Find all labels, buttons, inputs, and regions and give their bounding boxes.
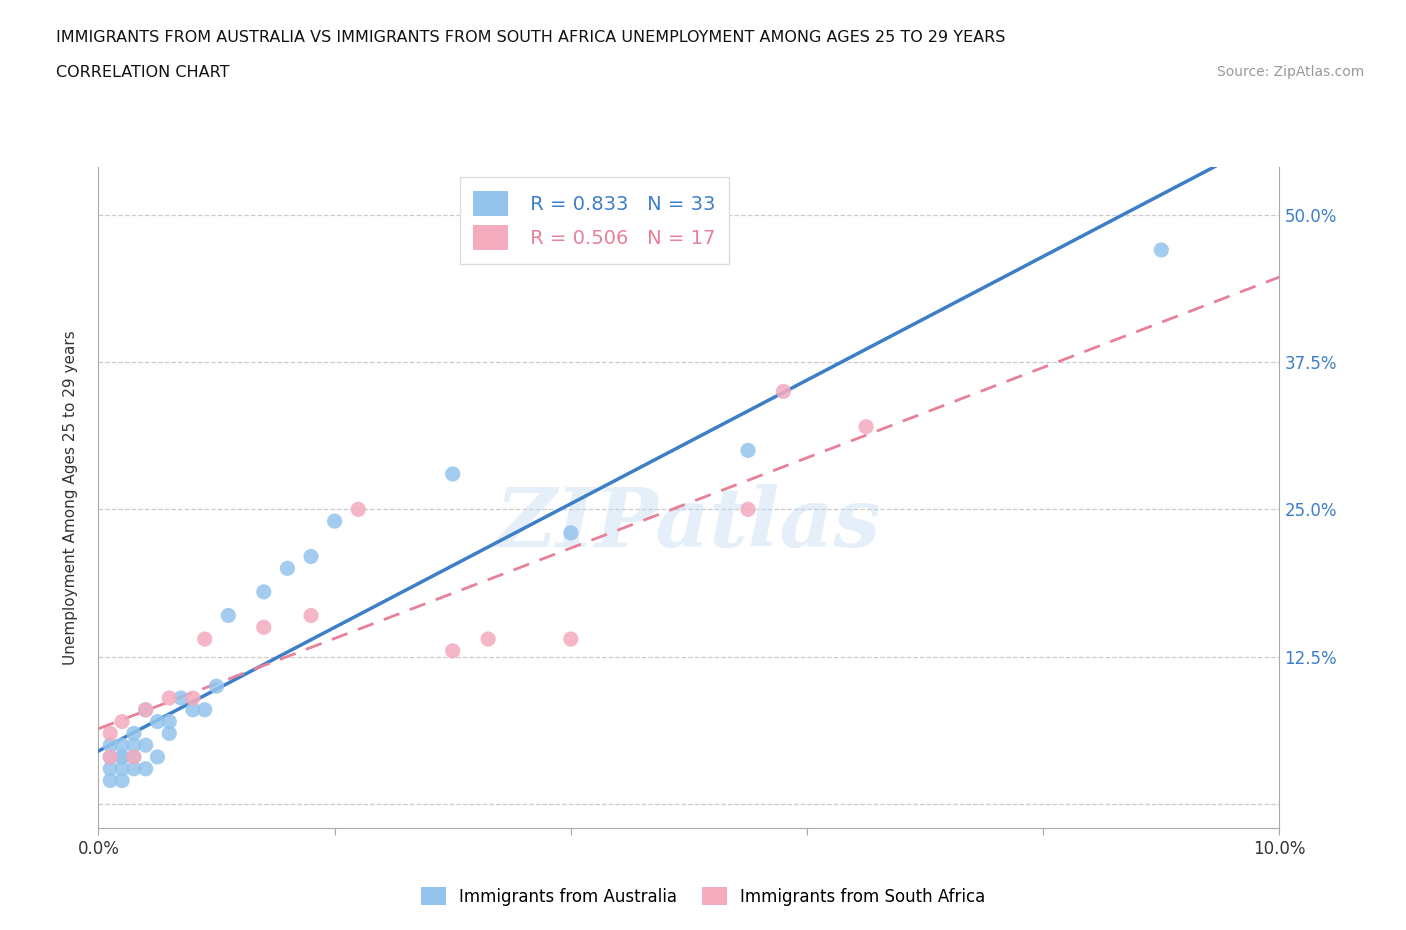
Point: [194, 702, 217, 717]
Point: [98, 750, 121, 764]
Point: [157, 714, 180, 729]
Point: [205, 679, 228, 694]
Point: [98, 737, 121, 752]
Point: [135, 702, 157, 717]
Point: [217, 608, 239, 623]
Point: [772, 384, 794, 399]
Point: [477, 631, 499, 646]
Point: [98, 726, 121, 741]
Point: [98, 750, 121, 764]
Point: [181, 691, 204, 706]
Y-axis label: Unemployment Among Ages 25 to 29 years: Unemployment Among Ages 25 to 29 years: [63, 330, 77, 665]
Legend: Immigrants from Australia, Immigrants from South Africa: Immigrants from Australia, Immigrants fr…: [413, 881, 993, 912]
Point: [122, 726, 145, 741]
Point: [135, 702, 157, 717]
Point: [441, 644, 464, 658]
Point: [560, 525, 582, 540]
Point: [122, 737, 145, 752]
Point: [299, 608, 322, 623]
Point: [111, 773, 134, 788]
Text: Source: ZipAtlas.com: Source: ZipAtlas.com: [1216, 65, 1364, 79]
Point: [111, 762, 134, 777]
Point: [323, 513, 346, 528]
Point: [111, 714, 134, 729]
Text: IMMIGRANTS FROM AUSTRALIA VS IMMIGRANTS FROM SOUTH AFRICA UNEMPLOYMENT AMONG AGE: IMMIGRANTS FROM AUSTRALIA VS IMMIGRANTS …: [56, 30, 1005, 45]
Point: [299, 549, 322, 564]
Point: [111, 750, 134, 764]
Point: [737, 443, 759, 458]
Point: [441, 467, 464, 482]
Point: [181, 702, 204, 717]
Point: [560, 631, 582, 646]
Point: [347, 502, 370, 517]
Point: [253, 619, 276, 634]
Point: [157, 726, 180, 741]
Point: [111, 750, 134, 764]
Point: [855, 419, 877, 434]
Point: [1150, 243, 1173, 258]
Point: [194, 631, 217, 646]
Text: CORRELATION CHART: CORRELATION CHART: [56, 65, 229, 80]
Point: [122, 750, 145, 764]
Point: [122, 762, 145, 777]
Point: [98, 762, 121, 777]
Point: [146, 714, 169, 729]
Point: [111, 737, 134, 752]
Point: [122, 750, 145, 764]
Point: [146, 750, 169, 764]
Text: ZIPatlas: ZIPatlas: [496, 484, 882, 564]
Point: [98, 773, 121, 788]
Point: [135, 737, 157, 752]
Point: [170, 691, 193, 706]
Point: [276, 561, 298, 576]
Point: [157, 691, 180, 706]
Point: [253, 584, 276, 599]
Legend:  R = 0.833   N = 33,  R = 0.506   N = 17: R = 0.833 N = 33, R = 0.506 N = 17: [460, 177, 730, 264]
Point: [737, 502, 759, 517]
Point: [135, 762, 157, 777]
